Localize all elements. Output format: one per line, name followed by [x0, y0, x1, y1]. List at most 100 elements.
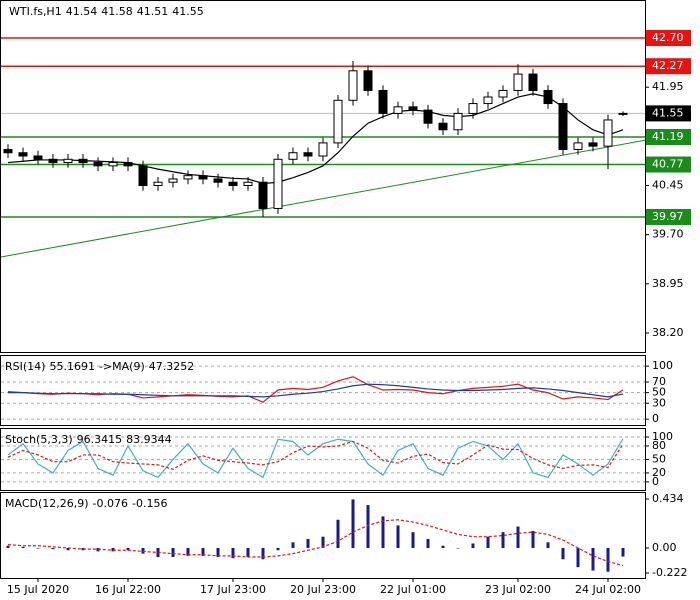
candle-body: [183, 175, 193, 180]
candle-body: [138, 165, 148, 187]
y-tick-label: 20: [652, 466, 666, 479]
candle-body: [348, 70, 358, 101]
panel-header: MACD(12,26,9) -0.076 -0.156: [5, 497, 167, 510]
panel-header: Stoch(5,3,3) 96.3415 83.9344: [5, 433, 172, 446]
candle-body: [423, 109, 433, 124]
series-last-value: 55.1691: [49, 360, 95, 373]
y-tick-label: 39.70: [652, 228, 684, 241]
candle-body: [243, 181, 253, 187]
candle-body: [93, 162, 103, 167]
candle-body: [588, 142, 598, 147]
histogram-bar: [261, 547, 265, 560]
x-tick-label: 17 Jul 23:00: [200, 583, 266, 596]
candle-body: [273, 158, 283, 209]
candle-body: [393, 106, 403, 114]
histogram-bar: [216, 547, 220, 558]
ohlc-low: 41.51: [137, 5, 169, 18]
histogram-bar: [456, 547, 460, 549]
candle-body: [108, 162, 118, 167]
candle-body: [618, 112, 628, 115]
x-tick-label: 23 Jul 02:00: [485, 583, 551, 596]
histogram-bar: [606, 547, 610, 572]
level-label: 40.77: [652, 158, 684, 171]
histogram-bar: [231, 547, 235, 559]
candle-body: [3, 148, 13, 154]
x-tick-label: 20 Jul 23:00: [290, 583, 356, 596]
series-line: [7, 438, 624, 479]
histogram-bar: [366, 505, 370, 548]
y-tick-label: 38.20: [652, 326, 684, 339]
series-last-value: 83.9344: [126, 433, 172, 446]
x-tick-label: 22 Jul 01:00: [380, 583, 446, 596]
y-tick-label: 0: [652, 412, 659, 425]
histogram-bar: [576, 547, 580, 568]
indicator-title: RSI(14): [5, 360, 45, 373]
histogram-bar: [201, 547, 205, 556]
series-line: [8, 383, 624, 398]
candle-body: [168, 178, 178, 183]
ohlc-open: 41.54: [66, 5, 98, 18]
histogram-bar: [51, 547, 55, 550]
instrument-name: WTI.fs,H1: [9, 5, 62, 18]
candle-body: [438, 122, 448, 131]
candle-body: [603, 119, 613, 147]
y-tick-label: 0.434: [652, 492, 684, 505]
candle-body: [513, 73, 523, 91]
y-tick-label: 50: [652, 452, 666, 465]
histogram-bar: [621, 547, 625, 557]
histogram-bar: [336, 519, 340, 548]
ohlc-high: 41.58: [101, 5, 133, 18]
candle-body: [198, 175, 208, 180]
candle-body: [18, 152, 28, 157]
histogram-bar: [486, 536, 490, 548]
level-label: 42.27: [652, 59, 684, 72]
level-label-box: [646, 58, 691, 75]
level-label: 41.19: [652, 130, 684, 143]
histogram-bar: [411, 532, 415, 548]
series-last-value: -0.076: [93, 497, 128, 510]
candle-body: [288, 152, 298, 160]
histogram-bar: [546, 542, 550, 548]
y-tick-label: 80: [652, 439, 666, 452]
histogram-bar: [21, 546, 25, 548]
histogram-bar: [186, 547, 190, 556]
y-tick-label: 41.95: [652, 80, 684, 93]
histogram-bar: [426, 538, 430, 548]
histogram-bar: [351, 499, 355, 548]
candle-body: [228, 181, 238, 187]
histogram-bar: [441, 545, 445, 548]
rsi-panel: [0, 355, 646, 426]
level-label-box: [646, 208, 691, 225]
histogram-bar: [591, 547, 595, 571]
y-tick-label: 100: [652, 359, 673, 372]
level-label: 39.97: [652, 210, 684, 223]
ohlc-close: 41.55: [172, 5, 204, 18]
histogram-bar: [6, 545, 10, 548]
candle-body: [213, 178, 223, 183]
candle-body: [408, 106, 418, 111]
trendline: [0, 139, 646, 258]
candle-body: [333, 99, 343, 144]
series-line: [7, 93, 624, 185]
candle-body: [33, 155, 43, 160]
histogram-bar: [276, 547, 280, 551]
y-tick-label: 30: [652, 396, 666, 409]
series-line: [7, 440, 624, 470]
level-label-box: [646, 30, 691, 47]
histogram-bar: [561, 547, 565, 560]
candle-body: [558, 103, 568, 150]
candle-body: [78, 158, 88, 164]
candle-body: [48, 158, 58, 164]
current-price-box: [646, 105, 691, 122]
series-last-value: 96.3415: [77, 433, 123, 446]
histogram-bar: [126, 547, 130, 551]
candle-body: [303, 152, 313, 157]
histogram-bar: [531, 531, 535, 548]
histogram-bar: [471, 543, 475, 548]
candle-body: [453, 112, 463, 131]
histogram-bar: [381, 516, 385, 548]
price-panel: [0, 0, 646, 353]
level-label-box: [646, 128, 691, 145]
x-tick-label: 16 Jul 22:00: [95, 583, 161, 596]
